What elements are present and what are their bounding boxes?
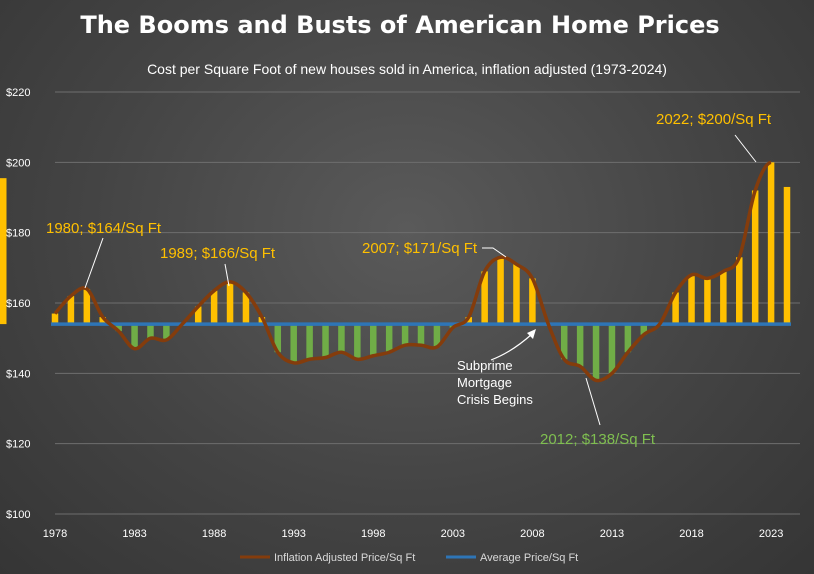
bar <box>704 278 711 325</box>
leader-line <box>585 377 601 426</box>
gridlines <box>55 91 800 515</box>
annotations: 1980; $164/Sq Ft 1989; $166/Sq Ft 2007; $1… <box>46 111 772 448</box>
bar <box>226 281 234 325</box>
bar <box>529 278 536 325</box>
legend-label-price: Inflation Adjusted Price/Sq Ft <box>274 552 415 564</box>
x-tick-label: 1988 <box>202 528 226 540</box>
series-lines <box>51 160 791 383</box>
chart-title: The Booms and Busts of American Home Pri… <box>80 11 719 39</box>
bar <box>688 274 695 325</box>
bar <box>83 288 91 325</box>
bar <box>736 257 743 325</box>
price-line <box>53 160 772 383</box>
y-tick-label: $220 <box>6 87 30 99</box>
bar <box>608 324 616 374</box>
bar <box>67 295 75 325</box>
leader-line <box>224 263 230 287</box>
bar <box>290 324 297 363</box>
subprime-arrow-head <box>527 329 536 339</box>
x-tick-label: 2013 <box>600 528 624 540</box>
leader-line <box>482 247 507 258</box>
annotation-2007-peak: 2007; $171/Sq Ft <box>362 240 478 257</box>
legend: Inflation Adjusted Price/Sq Ft Average P… <box>240 552 578 564</box>
bar <box>401 324 409 346</box>
bar <box>147 324 154 339</box>
x-tick-label: 2018 <box>679 528 703 540</box>
x-tick-label: 1983 <box>122 528 146 540</box>
y-tick-label: $140 <box>6 368 30 380</box>
subprime-arrow-line <box>490 333 533 361</box>
y-tick-label: $200 <box>6 157 30 169</box>
bar <box>338 324 345 353</box>
bar <box>576 324 584 367</box>
bar <box>513 264 520 325</box>
bar <box>370 324 377 356</box>
y-tick-label: $180 <box>6 228 30 240</box>
bar <box>417 324 425 346</box>
bar <box>433 324 441 347</box>
bar <box>0 178 7 325</box>
annotation-subprime-line: Subprime <box>457 358 513 373</box>
bar <box>465 317 472 325</box>
bar <box>385 324 393 353</box>
bar <box>640 324 648 335</box>
bar <box>274 324 282 353</box>
bar <box>306 324 313 360</box>
bar <box>115 324 122 332</box>
bar <box>767 162 775 325</box>
annotation-subprime-line: Mortgage <box>457 375 512 390</box>
y-tick-label: $120 <box>6 439 30 451</box>
leader-line <box>84 237 104 289</box>
bar <box>51 313 59 325</box>
x-tick-label: 1993 <box>281 528 305 540</box>
bar <box>720 271 727 325</box>
x-tick-label: 1978 <box>43 528 67 540</box>
y-tick-label: $100 <box>6 509 30 521</box>
bar <box>624 324 632 353</box>
x-tick-label: 2008 <box>520 528 544 540</box>
annotation-2022-peak: 2022; $200/Sq Ft <box>656 111 772 128</box>
y-tick-label: $160 <box>6 298 30 310</box>
bar <box>560 324 568 360</box>
bar <box>242 292 250 325</box>
bar <box>354 324 361 360</box>
x-axis: 1978 1983 1988 1993 1998 2003 2008 2013 2018 2023 <box>43 528 784 540</box>
bar <box>672 292 679 325</box>
y-axis: $100 $120 $140 $160 $180 $200 $220 <box>6 87 30 521</box>
bar <box>131 324 138 349</box>
x-tick-label: 1998 <box>361 528 385 540</box>
bar <box>322 324 329 358</box>
bars <box>0 162 791 381</box>
annotation-1989-peak: 1989; $166/Sq Ft <box>160 245 276 262</box>
bar <box>592 324 600 381</box>
bar <box>481 271 488 325</box>
chart-subtitle: Cost per Square Foot of new houses sold … <box>147 61 667 77</box>
bar <box>497 257 504 325</box>
annotation-2012-low: 2012; $138/Sq Ft <box>540 431 656 448</box>
bar <box>210 290 218 325</box>
annotation-subprime-line: Crisis Begins <box>457 392 533 407</box>
leader-line <box>734 134 757 163</box>
annotation-1980-peak: 1980; $164/Sq Ft <box>46 220 162 237</box>
bar <box>99 317 106 325</box>
bar <box>194 306 202 325</box>
x-tick-label: 2003 <box>441 528 465 540</box>
legend-label-average: Average Price/Sq Ft <box>480 552 578 564</box>
x-tick-label: 2023 <box>759 528 783 540</box>
bar <box>751 190 759 325</box>
bar <box>163 324 170 340</box>
bar <box>783 186 791 325</box>
